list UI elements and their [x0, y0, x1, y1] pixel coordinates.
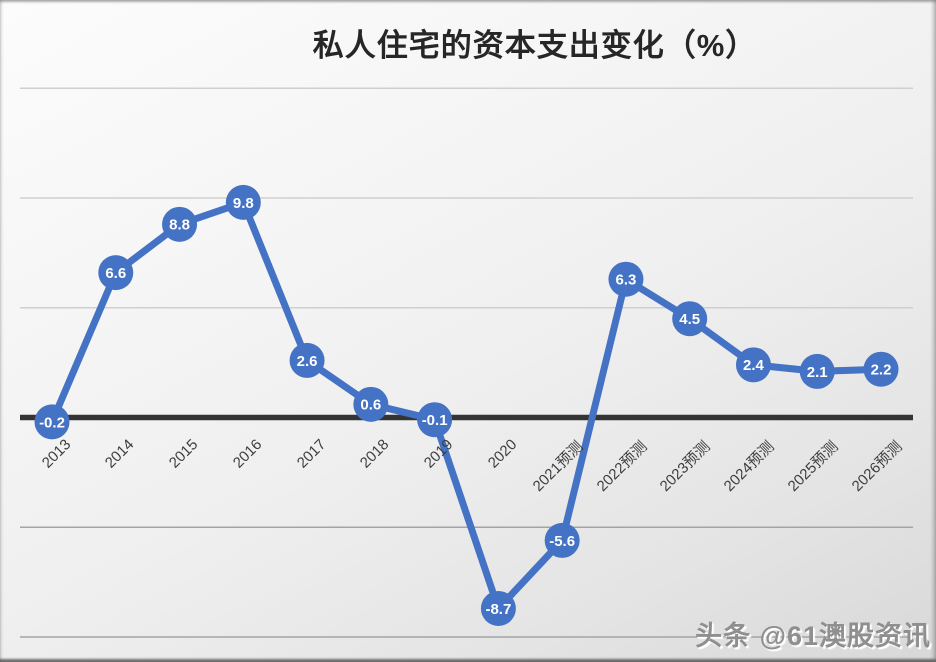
data-point-label: -8.7: [485, 601, 511, 618]
data-point-marker: [353, 386, 389, 422]
trend-line: [48, 198, 885, 612]
data-point-marker: [34, 404, 70, 440]
watermark: 头条 @61澳股资讯: [695, 621, 931, 651]
data-point-label: 6.6: [105, 265, 126, 282]
data-point-marker: [544, 522, 580, 558]
data-point-label: 9.8: [233, 195, 254, 212]
data-point-marker: [162, 206, 198, 242]
data-point-marker: [863, 351, 899, 387]
data-point-marker: [417, 402, 453, 438]
data-point-marker: [799, 353, 835, 389]
data-point-marker: [225, 184, 261, 220]
data-point-label: 2.4: [743, 357, 765, 374]
data-point-marker: [735, 347, 771, 383]
data-point-label: 4.5: [679, 311, 700, 328]
data-point-label: 2.1: [807, 364, 828, 381]
data-point-label: 2.6: [297, 353, 318, 370]
data-point-label: -0.1: [422, 412, 448, 429]
data-point-marker: [289, 342, 325, 378]
data-point-marker: [480, 590, 516, 626]
data-point-marker: [608, 261, 644, 297]
data-point-label: 0.6: [360, 397, 381, 414]
data-point-marker: [672, 301, 708, 337]
data-point-marker: [98, 255, 134, 291]
data-point-label: 8.8: [169, 217, 190, 234]
data-point-label: 2.2: [871, 362, 892, 379]
chart-title: 私人住宅的资本支出变化（%）: [312, 28, 758, 63]
data-point-label: -0.2: [39, 414, 65, 431]
data-point-label: -5.6: [549, 533, 575, 550]
data-point-label: 6.3: [616, 272, 637, 289]
